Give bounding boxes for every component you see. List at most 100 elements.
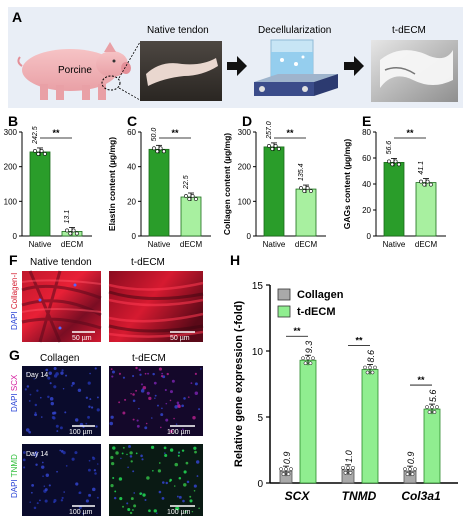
cell-speckle [40,416,43,418]
data-point [303,361,308,366]
data-label: 257.0 [266,121,273,140]
cell-speckle [142,385,147,390]
cell-speckle [165,418,169,422]
legend-swatch-collagen [277,288,291,301]
cell-speckle [29,393,32,396]
category-label: Native [383,240,406,249]
cell-speckle [24,388,27,391]
cell-speckle [122,376,126,379]
cell-speckle [192,416,196,420]
cell-speckle [164,452,166,454]
cell-speckle [133,504,137,508]
cell-speckle [133,492,136,494]
data-point [368,365,372,370]
data-point [408,467,412,471]
cell-speckle [118,401,121,404]
cell-speckle [171,379,175,383]
cell-speckle [181,449,185,452]
cell-speckle [177,404,181,409]
data-point [65,228,69,233]
cell-speckle [160,413,164,417]
cell-speckle [39,499,41,502]
cell-speckle [122,411,126,415]
cell-speckle [92,457,96,461]
chart-b: BDNA content (ng/mg)0100200300242.5Nativ… [4,113,92,249]
category-label: Native [263,240,286,249]
cell-speckle [126,453,128,456]
cell-speckle [146,476,150,480]
cell-speckle [135,366,138,370]
cell-speckle [181,428,184,431]
scale-bar-g1: 100 µm [69,429,93,436]
cell-speckle [130,460,133,463]
cell-speckle [82,512,84,515]
cell-speckle [176,401,180,405]
cell-speckle [96,396,99,399]
cell-speckle [88,405,91,408]
data-point [39,149,44,153]
cell-speckle [87,415,90,419]
cell-speckle [193,490,196,492]
cell-speckle [140,454,143,458]
y-tick-label: 200 [4,163,18,172]
cell-speckle [44,499,48,503]
cell-speckle [144,426,148,430]
cell-speckle [165,402,168,405]
cell-speckle [121,452,124,455]
cell-speckle [87,381,91,385]
cell-speckle [169,399,172,402]
data-point [341,465,345,470]
data-point [393,159,398,164]
cell-speckle [50,401,54,406]
cell-speckle [114,490,117,493]
data-point [396,162,401,167]
cell-speckle [194,382,198,386]
cell-speckle [132,509,134,511]
cell-speckle [53,367,57,371]
data-point [279,467,283,471]
y-tick-label: 20 [127,197,136,206]
cell-speckle [161,407,163,410]
cell-speckle [193,484,197,488]
legend-label-t-decm: t-dECM [297,306,336,318]
data-point [276,147,281,151]
category-label: dECM [180,240,203,249]
panel-letter-e: E [362,113,371,129]
data-point [184,194,188,198]
cell-speckle [34,453,38,457]
bar-decm [180,196,202,237]
cell-speckle [130,393,132,395]
cell-speckle [152,469,154,472]
cell-speckle [36,502,39,505]
data-point [305,186,310,190]
y-tick-label: 0 [257,479,263,490]
bar-native [383,162,405,237]
panel-g-title-collagen: Collagen [40,353,79,364]
cell-speckle [157,404,159,407]
cell-speckle [148,509,151,513]
cell-speckle [147,372,150,375]
data-point [289,467,293,471]
cell-speckle [175,423,178,425]
cell-speckle [154,397,156,399]
data-point [286,472,291,476]
cell-speckle [196,475,199,477]
panel-g-side-label-tnmd: DAPI TNMD [10,454,19,498]
cell-speckle [85,396,89,399]
cell-speckle [129,511,133,515]
cell-speckle [28,430,31,434]
cell-speckle [39,396,42,399]
data-point [306,356,310,361]
y-tick-label: 40 [362,180,371,189]
cell-speckle [166,372,169,376]
t-decm-label: t-dECM [392,25,426,36]
data-point [435,405,439,409]
data-point [75,231,79,236]
cell-speckle [132,374,135,378]
category-label: Native [29,240,52,249]
y-tick-label: 80 [362,128,371,137]
cell-speckle [115,451,119,455]
y-axis-label: Relative gene expression (-fold) [233,301,245,468]
cell-speckle [29,501,31,503]
cell-speckle [153,381,157,385]
